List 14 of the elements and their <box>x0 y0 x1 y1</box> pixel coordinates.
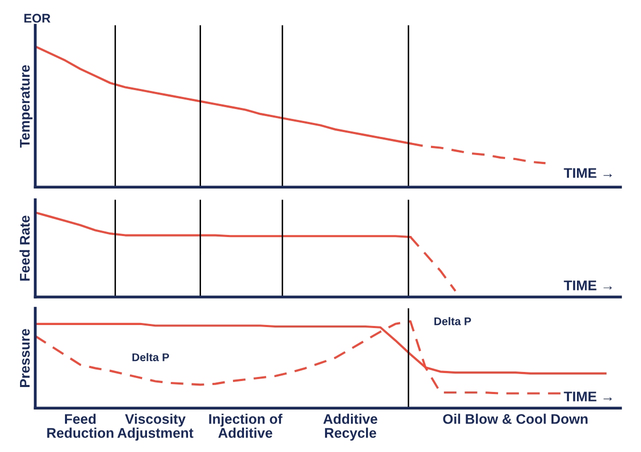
x-tick-label: Viscosity Adjustment <box>117 414 194 441</box>
x-axis-title: TIME → <box>564 392 612 402</box>
annotation: Delta P <box>434 317 471 326</box>
annotation: Delta P <box>132 353 169 362</box>
x-axis-title: TIME → <box>564 168 612 178</box>
y-axis-title: Pressure <box>20 328 30 388</box>
x-tick-label: Injection of Additive <box>209 414 282 438</box>
y-axis-title: Feed Rate <box>20 216 30 281</box>
x-tick-label: Additive Recycle <box>323 414 378 441</box>
chart-title: EOR <box>24 14 50 23</box>
x-tick-label: Oil Blow & Cool Down <box>443 414 588 424</box>
y-axis-title: Temperature <box>20 65 32 148</box>
x-axis-title: TIME → <box>564 280 612 290</box>
x-tick-label: Feed Reduction <box>47 414 114 438</box>
